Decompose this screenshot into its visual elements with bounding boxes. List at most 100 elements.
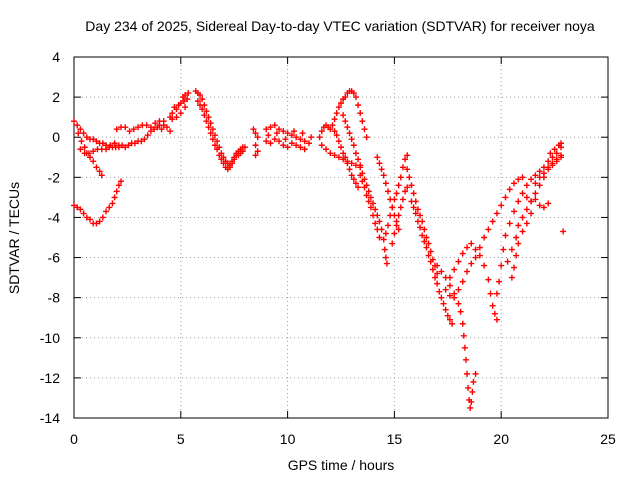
data-point xyxy=(271,122,278,129)
data-point xyxy=(293,142,300,149)
data-point xyxy=(397,204,404,211)
data-point xyxy=(408,198,415,205)
data-point xyxy=(467,404,474,411)
data-point xyxy=(399,164,406,171)
data-point xyxy=(444,312,451,319)
data-point xyxy=(547,150,554,157)
data-point xyxy=(532,180,539,187)
data-point xyxy=(357,110,364,117)
data-point xyxy=(122,124,129,131)
data-point xyxy=(220,160,227,167)
data-point xyxy=(421,238,428,245)
data-point xyxy=(173,114,180,121)
data-point xyxy=(352,94,359,101)
data-point xyxy=(87,154,94,161)
data-point xyxy=(214,146,221,153)
data-point xyxy=(182,104,189,111)
data-point xyxy=(468,260,475,267)
data-point xyxy=(464,268,471,275)
data-point xyxy=(299,130,306,137)
data-point xyxy=(209,126,216,133)
data-point xyxy=(143,122,150,129)
data-point xyxy=(451,294,458,301)
data-point xyxy=(355,156,362,163)
data-point xyxy=(404,152,411,159)
data-point xyxy=(472,246,479,253)
data-point xyxy=(393,190,400,197)
data-point xyxy=(423,234,430,241)
data-point xyxy=(493,210,500,217)
data-point xyxy=(98,172,105,179)
data-point xyxy=(391,230,398,237)
data-point xyxy=(288,132,295,139)
data-point xyxy=(472,370,479,377)
data-point xyxy=(384,188,391,195)
data-point xyxy=(103,208,110,215)
data-point xyxy=(152,120,159,127)
data-point xyxy=(469,388,476,395)
data-point xyxy=(476,252,483,259)
data-point xyxy=(169,110,176,117)
data-point xyxy=(291,128,298,135)
data-point xyxy=(442,306,449,313)
data-point xyxy=(203,118,210,125)
data-point xyxy=(265,132,272,139)
data-point xyxy=(365,188,372,195)
data-point xyxy=(436,288,443,295)
data-point xyxy=(372,220,379,227)
data-point xyxy=(160,118,167,125)
data-point xyxy=(231,156,238,163)
data-point xyxy=(254,134,261,141)
data-point xyxy=(106,204,113,211)
data-point xyxy=(515,222,522,229)
data-point xyxy=(511,208,518,215)
data-point xyxy=(201,112,208,119)
data-point xyxy=(513,252,520,259)
data-point xyxy=(338,144,344,151)
data-point xyxy=(342,154,349,161)
data-point xyxy=(333,132,340,139)
data-point xyxy=(481,262,488,269)
data-point xyxy=(199,106,206,113)
data-point xyxy=(389,240,396,247)
data-point xyxy=(402,188,409,195)
data-point xyxy=(451,266,458,273)
data-point xyxy=(181,98,188,105)
data-point xyxy=(440,300,447,307)
data-point xyxy=(528,198,535,205)
data-point xyxy=(462,356,469,363)
data-point xyxy=(408,182,415,189)
data-point xyxy=(455,258,462,265)
data-point xyxy=(425,240,432,247)
data-point xyxy=(151,126,158,133)
data-point xyxy=(372,206,379,213)
data-point xyxy=(205,124,212,131)
data-point xyxy=(519,228,526,235)
data-point xyxy=(323,146,330,153)
data-point xyxy=(280,128,287,135)
x-tick-label: 25 xyxy=(600,431,616,447)
data-point xyxy=(252,152,259,159)
data-point xyxy=(498,262,505,269)
data-point xyxy=(357,172,364,179)
data-point xyxy=(472,254,479,261)
data-point xyxy=(381,246,388,253)
data-point xyxy=(93,164,100,171)
data-point xyxy=(515,198,522,205)
data-point xyxy=(389,204,396,211)
data-point xyxy=(109,200,116,207)
data-point xyxy=(350,142,357,149)
data-point xyxy=(122,144,129,151)
data-point xyxy=(500,246,507,253)
data-point xyxy=(459,278,466,285)
data-point xyxy=(335,104,342,111)
data-point xyxy=(85,150,92,157)
data-point xyxy=(318,142,325,149)
data-point xyxy=(481,234,488,241)
data-point xyxy=(271,136,278,143)
data-point xyxy=(485,226,492,233)
data-point xyxy=(417,212,424,219)
data-point xyxy=(485,276,492,283)
data-point xyxy=(90,148,97,155)
data-point xyxy=(429,266,436,273)
